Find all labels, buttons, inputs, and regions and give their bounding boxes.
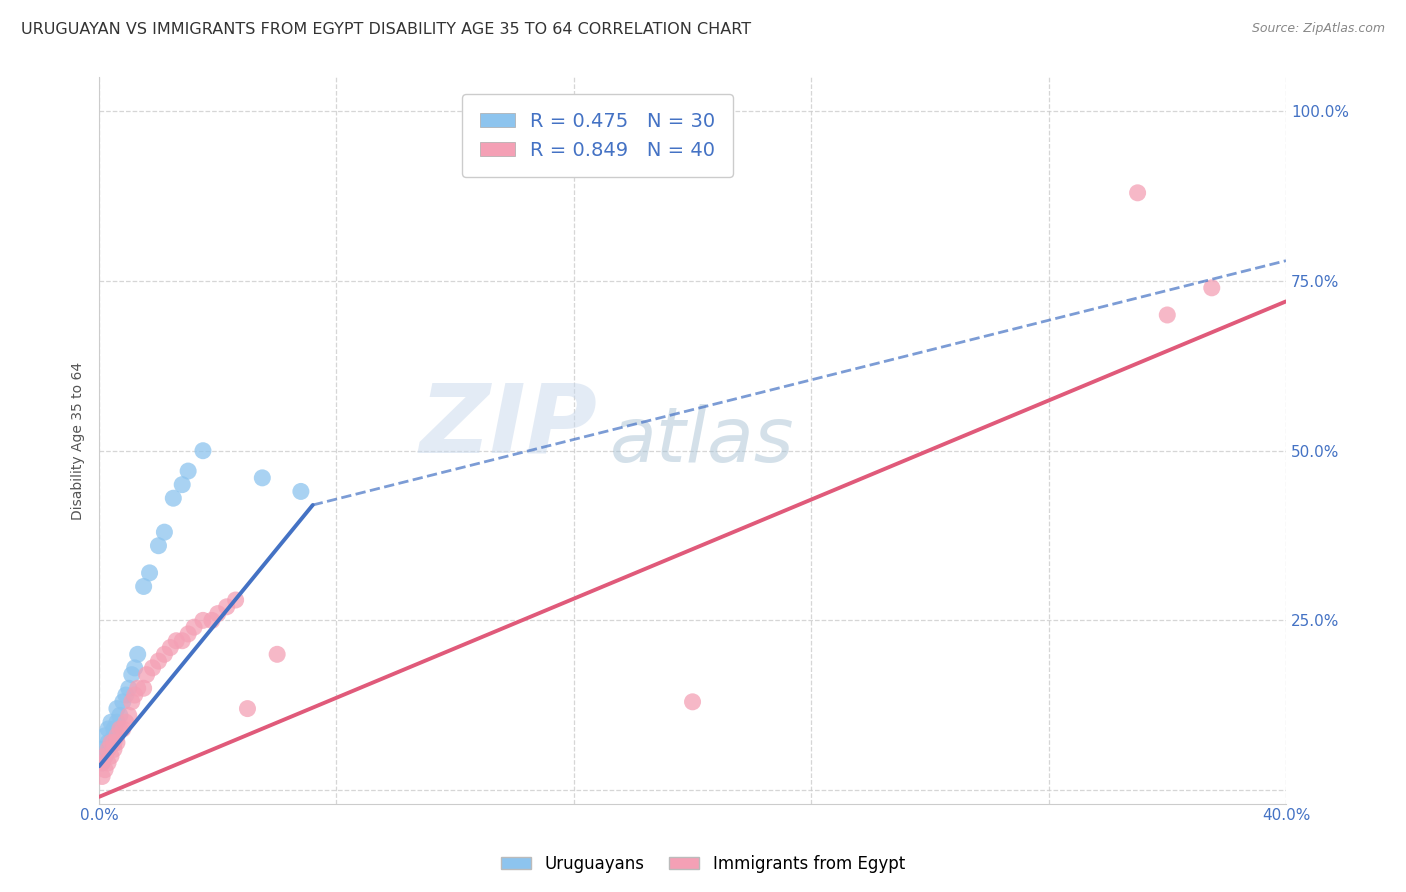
Point <box>94 749 117 764</box>
Point <box>177 464 200 478</box>
Point <box>132 681 155 696</box>
Point <box>103 729 125 743</box>
Point <box>121 695 143 709</box>
Point <box>135 667 157 681</box>
Point <box>127 681 149 696</box>
Point <box>100 735 122 749</box>
Point <box>225 593 247 607</box>
Point <box>207 607 229 621</box>
Point <box>1201 281 1223 295</box>
Point <box>103 722 125 736</box>
Point <box>191 443 214 458</box>
Point <box>103 742 125 756</box>
Point <box>1156 308 1178 322</box>
Point <box>252 471 274 485</box>
Point <box>91 769 114 783</box>
Point <box>108 722 131 736</box>
Point <box>94 729 117 743</box>
Point <box>165 633 187 648</box>
Point <box>100 735 122 749</box>
Point <box>91 756 114 770</box>
Point <box>201 613 224 627</box>
Point <box>105 701 128 715</box>
Legend: Uruguayans, Immigrants from Egypt: Uruguayans, Immigrants from Egypt <box>495 848 911 880</box>
Point <box>108 708 131 723</box>
Point <box>172 633 194 648</box>
Point <box>97 722 120 736</box>
Point <box>91 742 114 756</box>
Point <box>183 620 205 634</box>
Point <box>124 688 146 702</box>
Point <box>127 648 149 662</box>
Point <box>121 667 143 681</box>
Point <box>172 477 194 491</box>
Point <box>111 695 134 709</box>
Point <box>94 763 117 777</box>
Point <box>138 566 160 580</box>
Text: ZIP: ZIP <box>420 379 598 473</box>
Point <box>105 715 128 730</box>
Point <box>159 640 181 655</box>
Point <box>215 599 238 614</box>
Point <box>118 681 141 696</box>
Point <box>111 722 134 736</box>
Point <box>97 735 120 749</box>
Point <box>191 613 214 627</box>
Text: atlas: atlas <box>609 403 794 477</box>
Y-axis label: Disability Age 35 to 64: Disability Age 35 to 64 <box>72 361 86 520</box>
Point <box>148 539 170 553</box>
Point <box>97 742 120 756</box>
Point <box>114 688 136 702</box>
Point <box>162 491 184 506</box>
Point <box>100 715 122 730</box>
Point <box>290 484 312 499</box>
Point <box>100 749 122 764</box>
Point <box>266 648 288 662</box>
Point <box>97 742 120 756</box>
Point <box>153 525 176 540</box>
Point <box>148 654 170 668</box>
Text: URUGUAYAN VS IMMIGRANTS FROM EGYPT DISABILITY AGE 35 TO 64 CORRELATION CHART: URUGUAYAN VS IMMIGRANTS FROM EGYPT DISAB… <box>21 22 751 37</box>
Point <box>103 735 125 749</box>
Point <box>118 708 141 723</box>
Point <box>141 661 163 675</box>
Point <box>177 627 200 641</box>
Point <box>236 701 259 715</box>
Point <box>114 715 136 730</box>
Point <box>682 695 704 709</box>
Point <box>94 749 117 764</box>
Point <box>105 729 128 743</box>
Point <box>91 756 114 770</box>
Point <box>1126 186 1149 200</box>
Point <box>105 735 128 749</box>
Legend: R = 0.475   N = 30, R = 0.849   N = 40: R = 0.475 N = 30, R = 0.849 N = 40 <box>463 95 733 178</box>
Point <box>97 756 120 770</box>
Text: Source: ZipAtlas.com: Source: ZipAtlas.com <box>1251 22 1385 36</box>
Point <box>132 579 155 593</box>
Point <box>124 661 146 675</box>
Point <box>153 648 176 662</box>
